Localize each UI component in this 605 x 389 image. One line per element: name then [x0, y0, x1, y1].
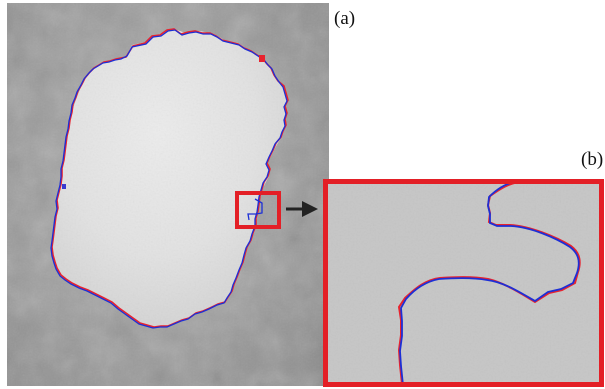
- red-marker: [259, 55, 265, 62]
- blue-marker: [62, 184, 66, 189]
- panel-label-b: (b): [581, 149, 604, 170]
- zoom-grain: [324, 180, 603, 386]
- zoom-auto-contour-blue: [399, 180, 580, 386]
- zoomed-detail-panel: [323, 179, 604, 387]
- arrow-icon: [286, 201, 318, 217]
- zoom-region-contour: [247, 198, 263, 221]
- zoom-panel-border: [323, 179, 604, 387]
- zoom-region-box: [235, 191, 281, 229]
- mammogram-image-panel: [7, 3, 329, 386]
- panel-label-a: (a): [334, 8, 356, 29]
